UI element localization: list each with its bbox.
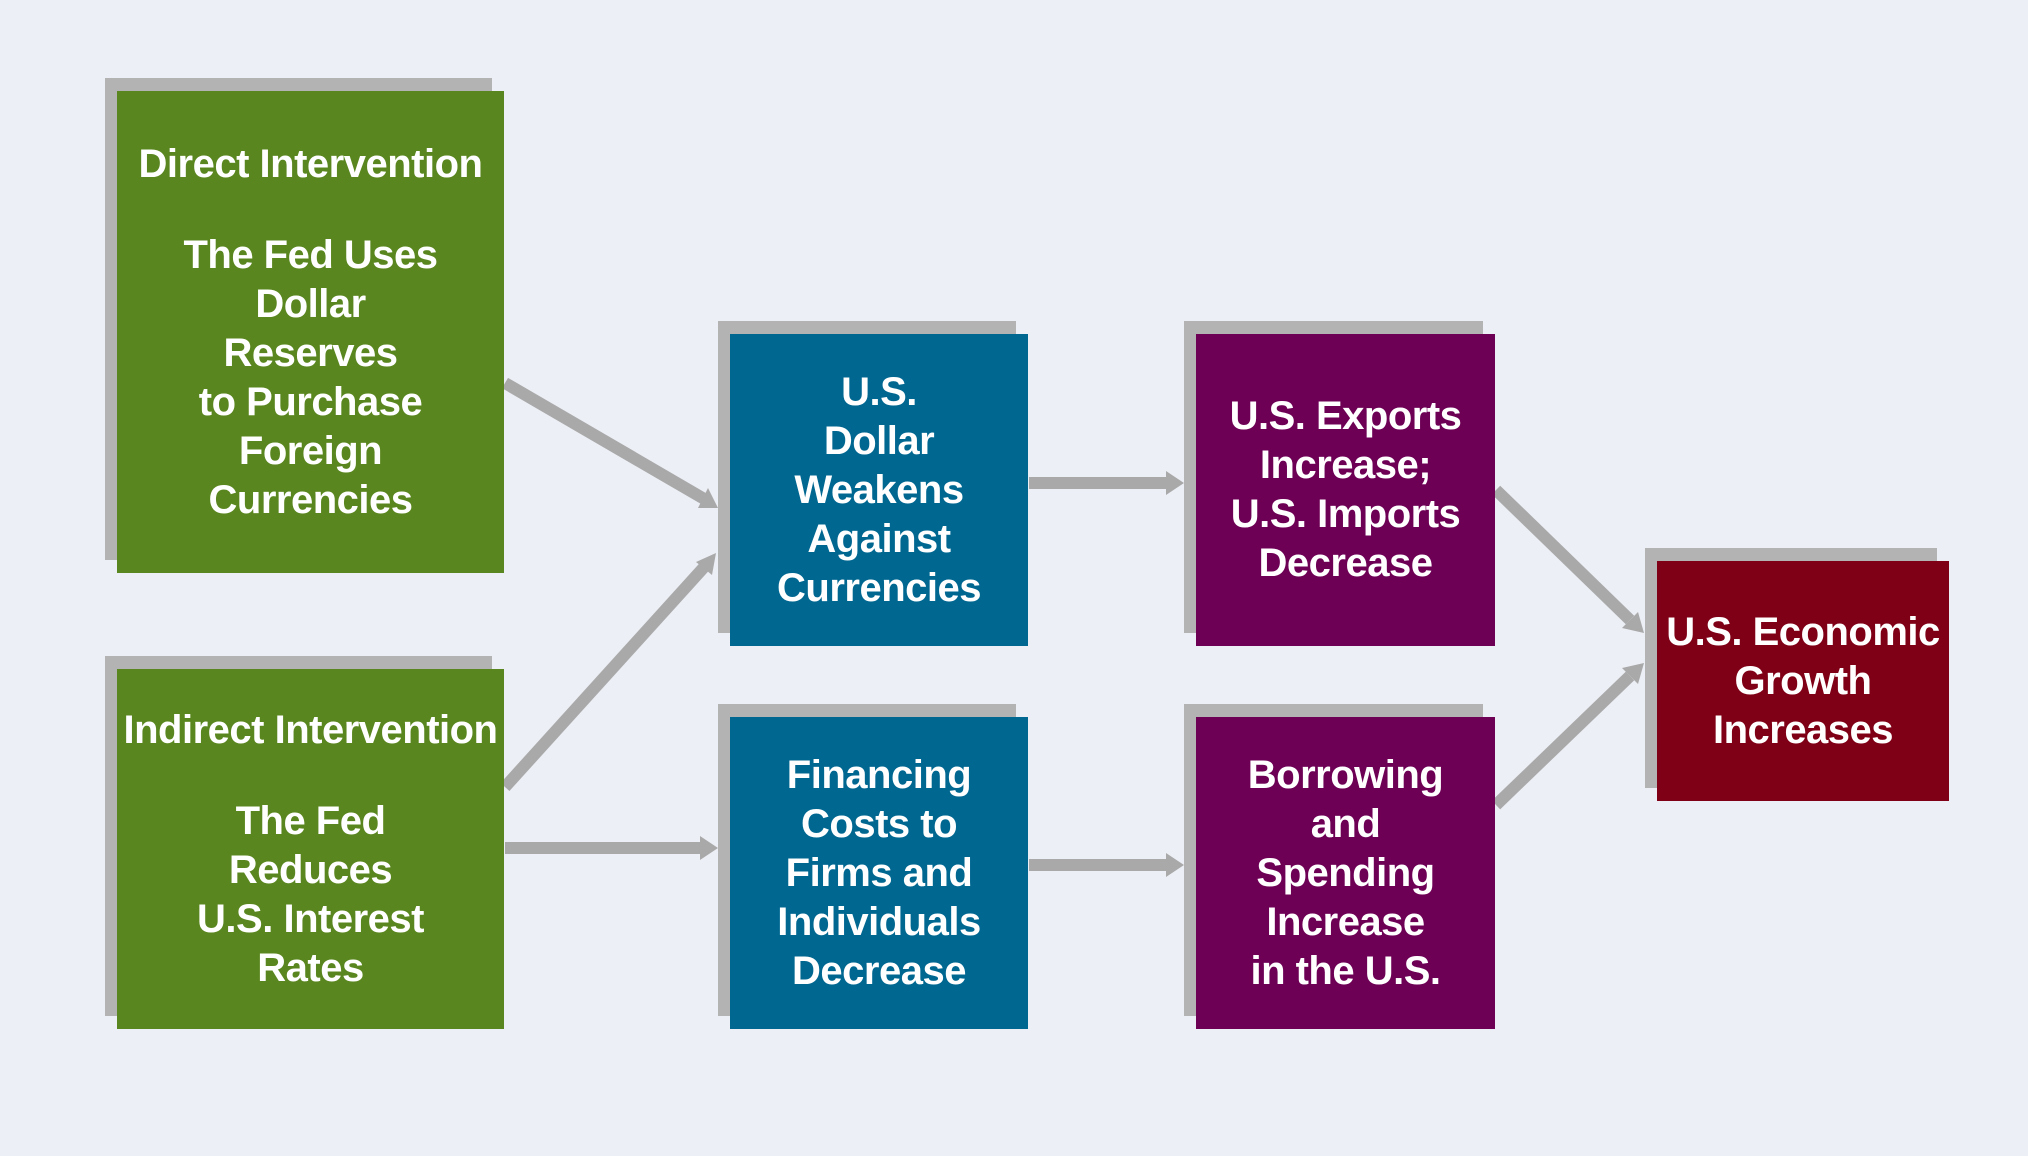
arrow-exports-to-growth (1491, 485, 1644, 633)
direct-intervention-line: The Fed Uses (183, 232, 438, 277)
dollar-weakens-face: U.S. Dollar Weakens Against Currencies (730, 334, 1028, 646)
indirect-intervention-title: Indirect Intervention (123, 707, 499, 752)
financing-costs-line: Costs to (801, 801, 958, 846)
borrowing-spending-line: Spending (1256, 850, 1435, 895)
indirect-intervention-face: Indirect Intervention The Fed Reduces U.… (117, 669, 504, 1029)
dollar-weakens-line: Dollar (823, 418, 935, 463)
financing-costs-line: Individuals (777, 899, 981, 944)
economic-growth-line: U.S. Economic (1666, 609, 1940, 654)
exports-imports-line: Decrease (1258, 541, 1433, 585)
borrowing-spending-line: Borrowing (1247, 752, 1444, 797)
exports-imports-line: U.S. Imports (1230, 492, 1461, 536)
indirect-intervention-line: Rates (257, 945, 364, 990)
borrowing-spending-box: Borrowing and Spending Increase in the U… (1184, 704, 1495, 1029)
arrow-indirect-to-financing (505, 836, 718, 860)
direct-intervention-line: Dollar (255, 281, 366, 326)
borrowing-spending-face: Borrowing and Spending Increase in the U… (1196, 717, 1495, 1029)
dollar-weakens-line: Currencies (777, 565, 981, 610)
dollar-weakens-line: Weakens (794, 467, 964, 512)
economic-growth-box: U.S. Economic Growth Increases (1645, 548, 1949, 801)
indirect-intervention-box: Indirect Intervention The Fed Reduces U.… (105, 656, 504, 1029)
financing-costs-line: Firms and (785, 850, 973, 895)
direct-intervention-box: Direct Intervention The Fed Uses Dollar … (105, 78, 504, 573)
arrow-borrowing-to-growth (1491, 663, 1644, 810)
economic-growth-line: Growth (1734, 658, 1872, 703)
indirect-intervention-line: U.S. Interest (197, 896, 424, 941)
arrow-direct-to-dollar (501, 377, 718, 508)
financing-costs-line: Decrease (792, 948, 966, 993)
exports-imports-box: U.S. Exports Increase; U.S. Imports Decr… (1184, 321, 1495, 646)
direct-intervention-line: to Purchase (198, 379, 423, 424)
financing-costs-line: Financing (786, 752, 972, 797)
dollar-weakens-line: U.S. (841, 369, 917, 414)
indirect-intervention-line: The Fed (235, 798, 386, 843)
arrow-financing-to-borrowing (1029, 853, 1184, 877)
arrow-indirect-to-dollar (500, 553, 716, 792)
exports-imports-line: U.S. Exports (1229, 394, 1462, 438)
arrow-dollar-to-exports (1029, 471, 1184, 495)
direct-intervention-face: Direct Intervention The Fed Uses Dollar … (117, 91, 504, 573)
borrowing-spending-line: Increase (1266, 899, 1425, 944)
exports-imports-face: U.S. Exports Increase; U.S. Imports Decr… (1196, 334, 1495, 646)
direct-intervention-title: Direct Intervention (138, 141, 483, 186)
borrowing-spending-line: and (1310, 801, 1381, 846)
economic-growth-face: U.S. Economic Growth Increases (1657, 561, 1949, 801)
direct-intervention-line: Currencies (208, 477, 413, 522)
dollar-weakens-line: Against (807, 516, 951, 561)
economic-growth-line: Increases (1712, 707, 1894, 752)
dollar-weakens-box: U.S. Dollar Weakens Against Currencies (718, 321, 1028, 646)
financing-costs-box: Financing Costs to Firms and Individuals… (718, 704, 1028, 1029)
financing-costs-face: Financing Costs to Firms and Individuals… (730, 717, 1028, 1029)
direct-intervention-line: Reserves (223, 330, 398, 375)
borrowing-spending-line: in the U.S. (1250, 948, 1441, 993)
indirect-intervention-line: Reduces (228, 847, 393, 892)
exports-imports-line: Increase; (1259, 443, 1432, 487)
direct-intervention-line: Foreign (238, 428, 383, 473)
